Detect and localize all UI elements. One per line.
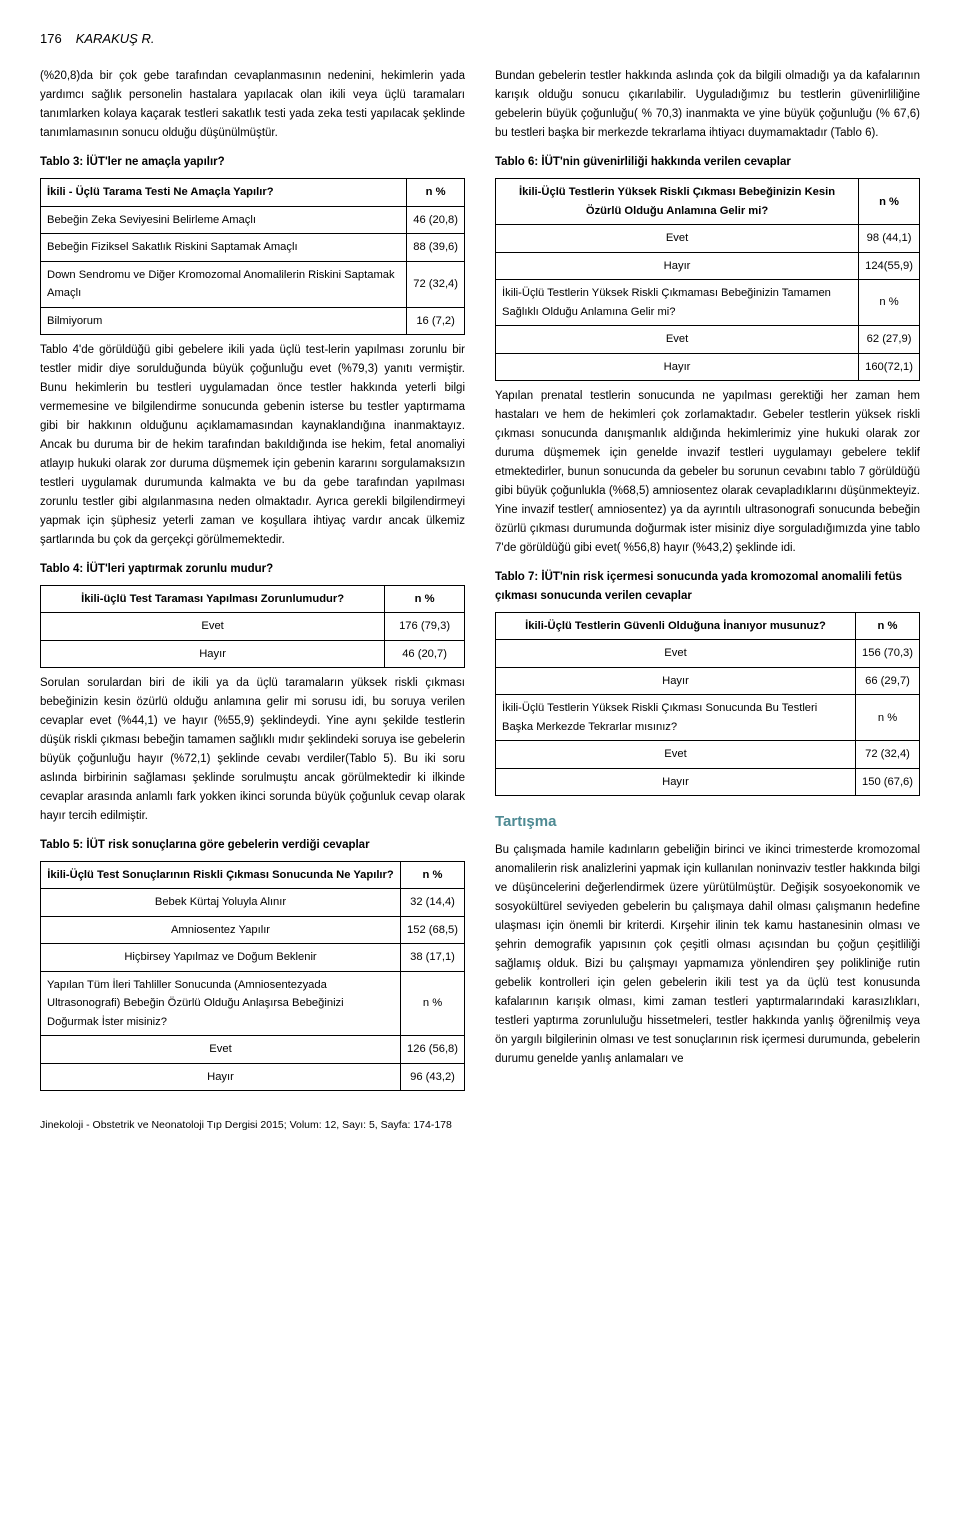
- cell-label: Bilmiyorum: [41, 307, 407, 334]
- cell-value: 16 (7,2): [407, 307, 465, 334]
- paragraph: Yapılan prenatal testlerin sonucunda ne …: [495, 387, 920, 558]
- cell-label: Evet: [41, 1036, 401, 1063]
- page-number: 176: [40, 28, 62, 49]
- table7-header-v2: n %: [856, 695, 920, 741]
- author-name: KARAKUŞ R.: [76, 28, 155, 49]
- table-row: Down Sendromu ve Diğer Kromozomal Anomal…: [41, 261, 465, 307]
- page-header: 176 KARAKUŞ R.: [40, 28, 920, 49]
- cell-label: Hayır: [496, 667, 856, 694]
- cell-value: 126 (56,8): [401, 1036, 465, 1063]
- paragraph: (%20,8)da bir çok gebe tarafından cevapl…: [40, 67, 465, 143]
- table-row: Evet 98 (44,1): [496, 225, 920, 252]
- table-row: Hayır 96 (43,2): [41, 1063, 465, 1090]
- cell-value: 66 (29,7): [856, 667, 920, 694]
- table-row: Hayır 46 (20,7): [41, 640, 465, 667]
- table5-header-v: n %: [401, 861, 465, 888]
- table3-header-q: İkili - Üçlü Tarama Testi Ne Amaçla Yapı…: [41, 179, 407, 206]
- cell-label: Hayır: [496, 353, 859, 380]
- cell-label: Evet: [41, 613, 385, 640]
- cell-value: 176 (79,3): [385, 613, 465, 640]
- cell-label: Hayır: [41, 1063, 401, 1090]
- table5-header-q1: İkili-Üçlü Test Sonuçlarının Riskli Çıkm…: [41, 861, 401, 888]
- cell-value: 88 (39,6): [407, 234, 465, 261]
- right-column: Bundan gebelerin testler hakkında aslınd…: [495, 67, 920, 1097]
- table5-caption: Tablo 5: İÜT risk sonuçlarına göre gebel…: [40, 836, 465, 855]
- left-column: (%20,8)da bir çok gebe tarafından cevapl…: [40, 67, 465, 1097]
- table-row: Bebek Kürtaj Yoluyla Alınır 32 (14,4): [41, 889, 465, 916]
- cell-label: Hayır: [496, 252, 859, 279]
- table-row: Hayır 66 (29,7): [496, 667, 920, 694]
- cell-label: Bebek Kürtaj Yoluyla Alınır: [41, 889, 401, 916]
- cell-label: Hiçbirsey Yapılmaz ve Doğum Beklenir: [41, 944, 401, 971]
- table5-header-q2: Yapılan Tüm İleri Tahliller Sonucunda (A…: [41, 971, 401, 1035]
- cell-value: 98 (44,1): [859, 225, 920, 252]
- cell-value: 72 (32,4): [856, 741, 920, 768]
- page-footer: Jinekoloji - Obstetrik ve Neonatoloji Tı…: [40, 1117, 920, 1134]
- table-row: Hiçbirsey Yapılmaz ve Doğum Beklenir 38 …: [41, 944, 465, 971]
- table7-header-q1: İkili-Üçlü Testlerin Güvenli Olduğuna İn…: [496, 612, 856, 639]
- table7: İkili-Üçlü Testlerin Güvenli Olduğuna İn…: [495, 612, 920, 796]
- cell-label: Down Sendromu ve Diğer Kromozomal Anomal…: [41, 261, 407, 307]
- cell-value: 156 (70,3): [856, 640, 920, 667]
- cell-value: 150 (67,6): [856, 768, 920, 795]
- cell-value: 160(72,1): [859, 353, 920, 380]
- table7-header-q2: İkili-Üçlü Testlerin Yüksek Riskli Çıkma…: [496, 695, 856, 741]
- table-row: Evet 176 (79,3): [41, 613, 465, 640]
- cell-label: Evet: [496, 640, 856, 667]
- paragraph: Bu çalışmada hamile kadınların gebeliğin…: [495, 841, 920, 1069]
- table-row: Evet 126 (56,8): [41, 1036, 465, 1063]
- discussion-heading: Tartışma: [495, 810, 920, 835]
- table-row: Evet 62 (27,9): [496, 326, 920, 353]
- table5-header-v2: n %: [401, 971, 465, 1035]
- table6-header-v2: n %: [859, 280, 920, 326]
- table4-header-q: İkili-üçlü Test Taraması Yapılması Zorun…: [41, 585, 385, 612]
- table6: İkili-Üçlü Testlerin Yüksek Riskli Çıkma…: [495, 178, 920, 381]
- cell-label: Amniosentez Yapılır: [41, 916, 401, 943]
- table6-caption: Tablo 6: İÜT'nin güvenirliliği hakkında …: [495, 153, 920, 172]
- cell-label: Hayır: [496, 768, 856, 795]
- cell-value: 32 (14,4): [401, 889, 465, 916]
- table-row: Amniosentez Yapılır 152 (68,5): [41, 916, 465, 943]
- cell-label: Evet: [496, 741, 856, 768]
- table6-header-q1: İkili-Üçlü Testlerin Yüksek Riskli Çıkma…: [496, 179, 859, 225]
- table3-caption: Tablo 3: İÜT'ler ne amaçla yapılır?: [40, 153, 465, 172]
- cell-value: 152 (68,5): [401, 916, 465, 943]
- table4-header-v: n %: [385, 585, 465, 612]
- paragraph: Bundan gebelerin testler hakkında aslınd…: [495, 67, 920, 143]
- cell-label: Bebeğin Zeka Seviyesini Belirleme Amaçlı: [41, 206, 407, 233]
- paragraph: Tablo 4'de görüldüğü gibi gebelere ikili…: [40, 341, 465, 550]
- cell-value: 124(55,9): [859, 252, 920, 279]
- table3: İkili - Üçlü Tarama Testi Ne Amaçla Yapı…: [40, 178, 465, 335]
- table6-header-v: n %: [859, 179, 920, 225]
- table7-caption: Tablo 7: İÜT'nin risk içermesi sonucunda…: [495, 568, 920, 606]
- table-row: Hayır 124(55,9): [496, 252, 920, 279]
- cell-value: 38 (17,1): [401, 944, 465, 971]
- table-row: Evet 156 (70,3): [496, 640, 920, 667]
- table-row: Hayır 150 (67,6): [496, 768, 920, 795]
- table5: İkili-Üçlü Test Sonuçlarının Riskli Çıkm…: [40, 861, 465, 1091]
- table-row: Bebeğin Fiziksel Sakatlık Riskini Saptam…: [41, 234, 465, 261]
- cell-value: 62 (27,9): [859, 326, 920, 353]
- cell-value: 46 (20,7): [385, 640, 465, 667]
- table6-header-q2: İkili-Üçlü Testlerin Yüksek Riskli Çıkma…: [496, 280, 859, 326]
- paragraph: Sorulan sorulardan biri de ikili ya da ü…: [40, 674, 465, 826]
- table4: İkili-üçlü Test Taraması Yapılması Zorun…: [40, 585, 465, 668]
- cell-label: Evet: [496, 225, 859, 252]
- table-row: Hayır 160(72,1): [496, 353, 920, 380]
- cell-value: 96 (43,2): [401, 1063, 465, 1090]
- cell-value: 46 (20,8): [407, 206, 465, 233]
- table7-header-v: n %: [856, 612, 920, 639]
- table-row: Bilmiyorum 16 (7,2): [41, 307, 465, 334]
- cell-value: 72 (32,4): [407, 261, 465, 307]
- table-row: Bebeğin Zeka Seviyesini Belirleme Amaçlı…: [41, 206, 465, 233]
- table-row: Evet 72 (32,4): [496, 741, 920, 768]
- cell-label: Evet: [496, 326, 859, 353]
- content-columns: (%20,8)da bir çok gebe tarafından cevapl…: [40, 67, 920, 1097]
- table4-caption: Tablo 4: İÜT'leri yaptırmak zorunlu mudu…: [40, 560, 465, 579]
- table3-header-v: n %: [407, 179, 465, 206]
- cell-label: Hayır: [41, 640, 385, 667]
- cell-label: Bebeğin Fiziksel Sakatlık Riskini Saptam…: [41, 234, 407, 261]
